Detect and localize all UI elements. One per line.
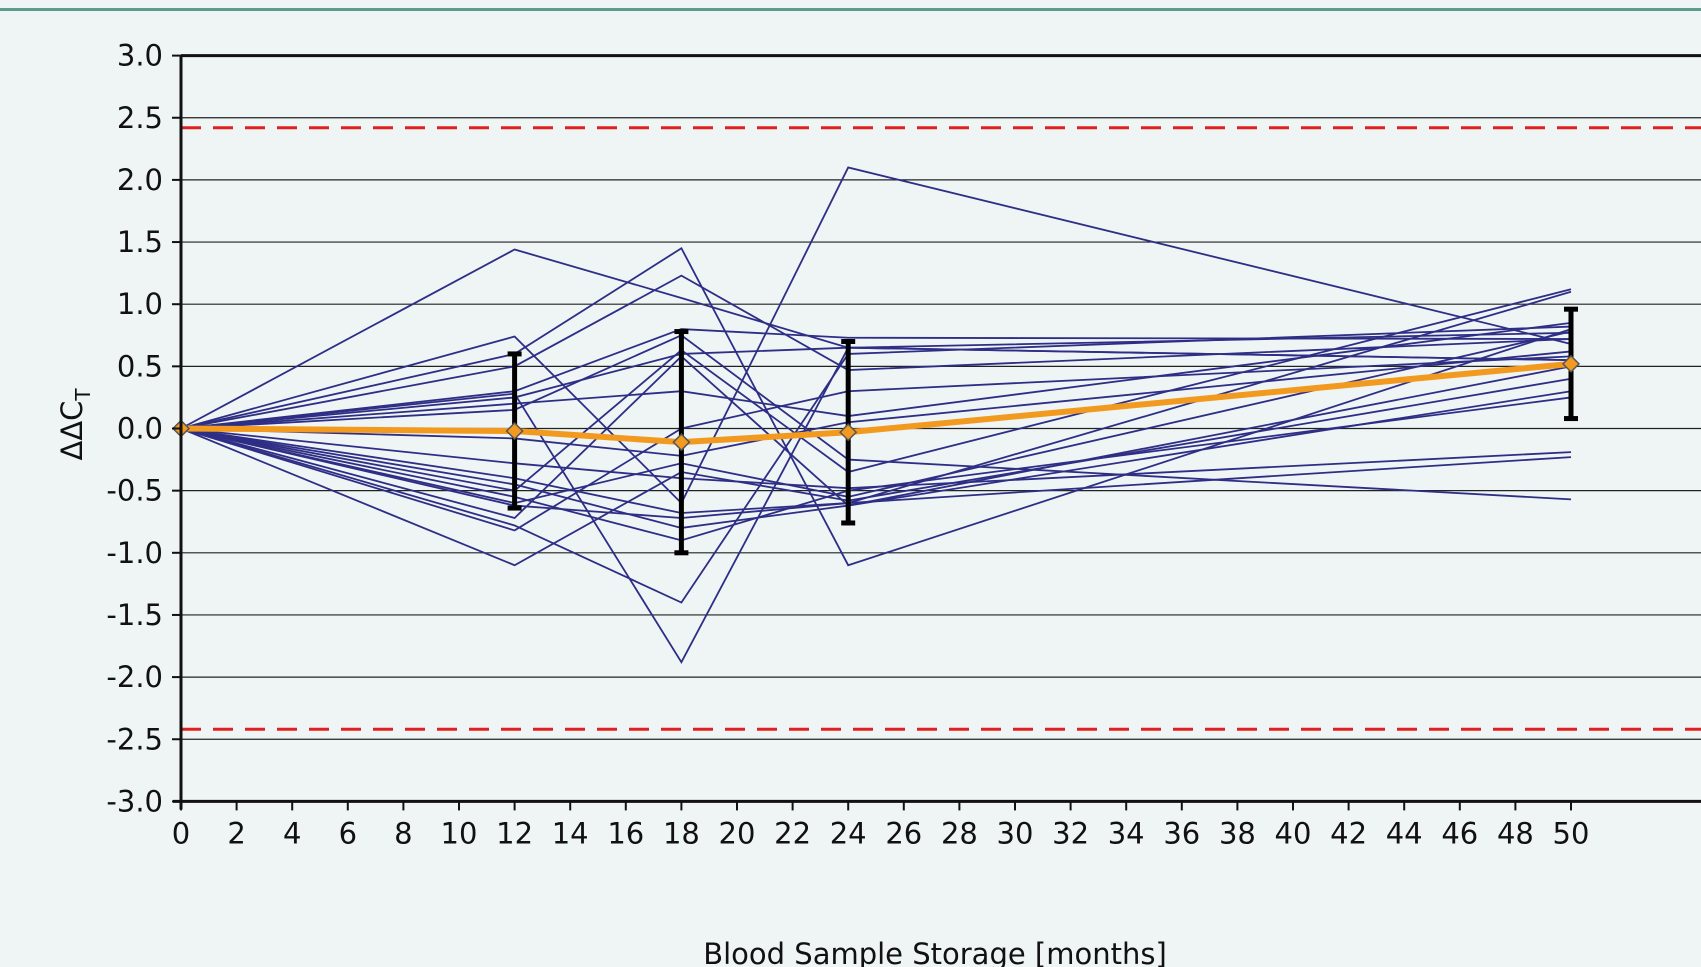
y-tick-label: -2.5 (106, 722, 163, 756)
y-tick-label: 1.5 (117, 225, 163, 259)
x-tick-label: 2 (227, 816, 245, 850)
x-tick-label: 22 (774, 816, 811, 850)
x-tick-label: 4 (283, 816, 301, 850)
x-tick-label: 44 (1386, 816, 1423, 850)
y-axis-title: ΔΔCT (55, 388, 95, 461)
y-axis-title-main: ΔΔC (55, 401, 89, 461)
y-tick-label: -2.0 (106, 660, 163, 694)
y-tick-label: -1.5 (106, 598, 163, 632)
y-tick-label: 2.5 (117, 101, 163, 135)
mean-marker (1561, 354, 1581, 373)
x-tick-label: 32 (1052, 816, 1089, 850)
x-tick-label: 24 (830, 816, 867, 850)
x-tick-label: 12 (496, 816, 533, 850)
mean-series-layer (171, 306, 1581, 556)
x-tick-label: 6 (339, 816, 357, 850)
x-tick-label: 8 (394, 816, 412, 850)
mean-marker (505, 421, 524, 441)
top-border (0, 8, 1701, 11)
x-tick-label: 16 (607, 816, 644, 850)
x-tick-label: 20 (719, 816, 756, 850)
x-tick-label: 38 (1219, 816, 1256, 850)
grid-layer (181, 54, 1701, 740)
x-tick-label: 26 (885, 816, 922, 850)
y-tick-label: -1.0 (106, 536, 163, 570)
y-axis-title-text: ΔΔCT (55, 388, 95, 461)
x-tick-label: 18 (663, 816, 700, 850)
y-tick-label: 0.0 (117, 412, 163, 446)
y-tick-label: 1.0 (117, 287, 163, 321)
mean-series-line (180, 360, 1572, 446)
y-tick-label: 2.0 (117, 163, 163, 197)
mean-marker (839, 423, 858, 442)
x-tick-label: 42 (1330, 816, 1367, 850)
x-tick-label: 34 (1108, 816, 1145, 850)
individual-series-line (180, 246, 1572, 567)
y-axis-title-subscript: T (71, 388, 95, 402)
x-tick-label: 40 (1275, 816, 1312, 850)
axis-layer: 3.0 2.5 2.0 1.5 1.0 0.5 0.0 -0.5 -1.0 -1.5 -2.0 -2.… (106, 39, 1701, 850)
x-tick-label: 50 (1553, 816, 1590, 850)
individual-series-line (180, 331, 1572, 664)
y-tick-label: 0.5 (117, 349, 163, 383)
individual-series-line (180, 427, 1572, 490)
x-tick-label: 28 (941, 816, 978, 850)
x-tick-label: 48 (1497, 816, 1534, 850)
x-tick-label: 10 (441, 816, 478, 850)
x-tick-label: 14 (552, 816, 589, 850)
mean-marker (672, 433, 691, 452)
individual-series-line (180, 325, 1572, 604)
x-tick-label: 30 (997, 816, 1034, 850)
x-tick-label: 36 (1163, 816, 1200, 850)
x-axis-title: Blood Sample Storage [months] (703, 937, 1167, 967)
y-tick-label: 3.0 (117, 39, 163, 73)
individual-series-line (180, 274, 1572, 430)
y-tick-label: -3.0 (106, 784, 163, 818)
x-tick-label: 46 (1441, 816, 1478, 850)
x-tick-label: 0 (172, 816, 190, 850)
y-tick-label: -0.5 (106, 474, 163, 508)
